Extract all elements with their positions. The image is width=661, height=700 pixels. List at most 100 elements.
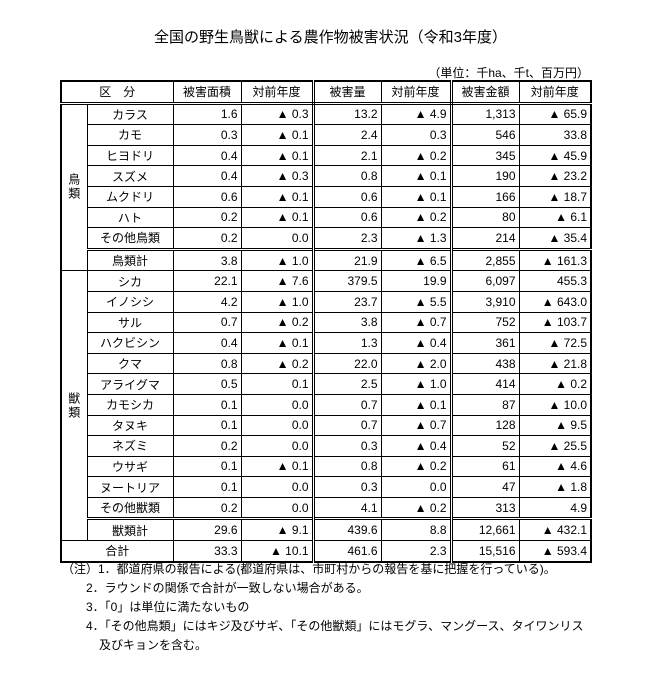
subtotal-row: 鳥類計 3.8 ▲ 1.0 21.9 ▲ 6.5 2,855 ▲ 161.3 — [61, 247, 592, 272]
cell-name: クマ — [86, 352, 174, 375]
category-cell: 獣類 — [60, 270, 88, 542]
cell-amount-change: ▲ 18.7 — [518, 185, 592, 208]
cell-name: カラス — [86, 102, 174, 126]
cell-amount: 52 — [450, 435, 520, 457]
cell-area: 22.1 — [172, 270, 242, 292]
cell-volume: 379.5 — [312, 270, 382, 292]
cell-area: 0.6 — [172, 185, 242, 208]
cell-volume: 2.1 — [312, 144, 382, 167]
cell-amount-change: ▲ 432.1 — [518, 517, 592, 542]
cell-area: 0.2 — [172, 435, 242, 457]
cell-area: 0.2 — [172, 227, 242, 250]
cell-amount-change: ▲ 45.9 — [518, 144, 592, 167]
cell-volume-change: ▲ 0.2 — [380, 455, 453, 478]
cell-amount: 313 — [450, 496, 520, 520]
header-area-change: 対前年度 — [240, 80, 315, 105]
cell-name: カモ — [86, 124, 174, 146]
cell-volume-change: ▲ 2.0 — [380, 352, 453, 375]
cell-area-change: ▲ 7.6 — [240, 270, 315, 292]
table-row: タヌキ 0.1 0.0 0.7 ▲ 0.7 128 ▲ 9.5 — [61, 414, 592, 437]
table-row: ハト 0.2 ▲ 0.1 0.6 ▲ 0.2 80 ▲ 6.1 — [61, 206, 592, 229]
cell-volume: 0.8 — [312, 455, 382, 478]
cell-volume: 0.8 — [312, 165, 382, 187]
cell-volume: 0.3 — [312, 435, 382, 457]
table-row: サル 0.7 ▲ 0.2 3.8 ▲ 0.7 752 ▲ 103.7 — [61, 311, 592, 334]
unit-label: （単位：千ha、千t、百万円） — [428, 66, 589, 80]
header-volume: 被害量 — [312, 80, 382, 105]
cell-area-change: ▲ 0.3 — [240, 165, 315, 187]
cell-area: 0.1 — [172, 414, 242, 437]
cell-amount: 414 — [450, 373, 520, 395]
table-row: スズメ 0.4 ▲ 0.3 0.8 ▲ 0.1 190 ▲ 23.2 — [61, 165, 592, 187]
cell-volume: 0.7 — [312, 393, 382, 416]
table-row: イノシシ 4.2 ▲ 1.0 23.7 ▲ 5.5 3,910 ▲ 643.0 — [61, 290, 592, 313]
cell-volume-change: ▲ 5.5 — [380, 290, 453, 313]
cell-volume-change: 8.8 — [380, 517, 453, 542]
header-volume-change: 対前年度 — [380, 80, 453, 105]
cell-volume-change: ▲ 4.9 — [380, 102, 453, 126]
cell-volume: 0.6 — [312, 206, 382, 229]
cell-area-change: ▲ 0.2 — [240, 352, 315, 375]
cell-area-change: ▲ 9.1 — [240, 517, 315, 542]
cell-area-change: 0.0 — [240, 227, 315, 250]
cell-volume: 0.6 — [312, 185, 382, 208]
cell-area-change: ▲ 1.0 — [240, 247, 315, 272]
cell-area-change: 0.0 — [240, 435, 315, 457]
header-category: 区 分 — [60, 80, 174, 105]
cell-amount: 80 — [450, 206, 520, 229]
total-row: 合計 33.3 ▲ 10.1 461.6 2.3 15,516 ▲ 593.4 — [60, 540, 592, 563]
cell-area-change: ▲ 0.1 — [240, 332, 315, 354]
cell-area: 1.6 — [172, 102, 242, 126]
cell-amount-change: ▲ 593.4 — [518, 540, 592, 563]
cell-amount: 166 — [450, 185, 520, 208]
cell-area: 33.3 — [172, 540, 242, 563]
cell-name: イノシシ — [86, 290, 174, 313]
table-row: ハクビシン 0.4 ▲ 0.1 1.3 ▲ 0.4 361 ▲ 72.5 — [61, 332, 592, 354]
cell-name: カモシカ — [86, 393, 174, 416]
cell-area: 0.1 — [172, 476, 242, 498]
crop-damage-table: 区 分 被害面積 対前年度 被害量 対前年度 被害金額 対前年度 鳥類 カラス 1.… — [60, 80, 593, 563]
cell-area-change: ▲ 0.2 — [240, 311, 315, 334]
cell-amount: 546 — [450, 124, 520, 146]
cell-area: 0.4 — [172, 165, 242, 187]
cell-volume-change: ▲ 0.7 — [380, 414, 453, 437]
table-row: クマ 0.8 ▲ 0.2 22.0 ▲ 2.0 438 ▲ 21.8 — [61, 352, 592, 375]
cell-name: ムクドリ — [86, 185, 174, 208]
cell-name: ヌートリア — [86, 476, 174, 498]
cell-name: ハクビシン — [86, 332, 174, 354]
cell-area: 0.2 — [172, 206, 242, 229]
cell-area-change: 0.0 — [240, 496, 315, 520]
cell-amount-change: ▲ 643.0 — [518, 290, 592, 313]
cell-volume: 0.7 — [312, 414, 382, 437]
cell-volume: 22.0 — [312, 352, 382, 375]
cell-volume: 1.3 — [312, 332, 382, 354]
cell-volume-change: 0.0 — [380, 476, 453, 498]
cell-area-change: ▲ 10.1 — [240, 540, 315, 563]
cell-amount: 214 — [450, 227, 520, 250]
cell-volume-change: ▲ 0.2 — [380, 496, 453, 520]
cell-name: アライグマ — [86, 373, 174, 395]
table-row: ヒヨドリ 0.4 ▲ 0.1 2.1 ▲ 0.2 345 ▲ 45.9 — [61, 144, 592, 167]
notes: （注）1．都道府県の報告による(都道府県は、市町村からの報告を基に把握を行ってい… — [62, 560, 583, 655]
note-3: 3．「0」は単位に満たないもの — [86, 600, 250, 614]
cell-area-change: ▲ 0.1 — [240, 144, 315, 167]
cell-volume-change: ▲ 6.5 — [380, 247, 453, 272]
cell-name: サル — [86, 311, 174, 334]
cell-area-change: ▲ 0.1 — [240, 455, 315, 478]
cell-amount: 87 — [450, 393, 520, 416]
cell-area-change: 0.0 — [240, 476, 315, 498]
cell-amount-change: ▲ 0.2 — [518, 373, 592, 395]
note-4-cont: 及びキョンを含む。 — [99, 638, 208, 652]
cell-area: 0.1 — [172, 455, 242, 478]
cell-amount: 190 — [450, 165, 520, 187]
table-row: 獣類 シカ 22.1 ▲ 7.6 379.5 19.9 6,097 455.3 — [60, 270, 592, 542]
cell-amount-change: 4.9 — [518, 496, 592, 520]
cell-name: 合計 — [60, 540, 174, 563]
cell-name: ハト — [86, 206, 174, 229]
category-cell: 鳥類 — [60, 102, 88, 272]
cell-volume: 2.5 — [312, 373, 382, 395]
table-row: カモ 0.3 ▲ 0.1 2.4 0.3 546 33.8 — [61, 124, 592, 146]
cell-volume: 0.3 — [312, 476, 382, 498]
table-row: 鳥類 カラス 1.6 ▲ 0.3 13.2 ▲ 4.9 1,313 ▲ 65.9 — [60, 102, 592, 272]
cell-amount-change: ▲ 72.5 — [518, 332, 592, 354]
